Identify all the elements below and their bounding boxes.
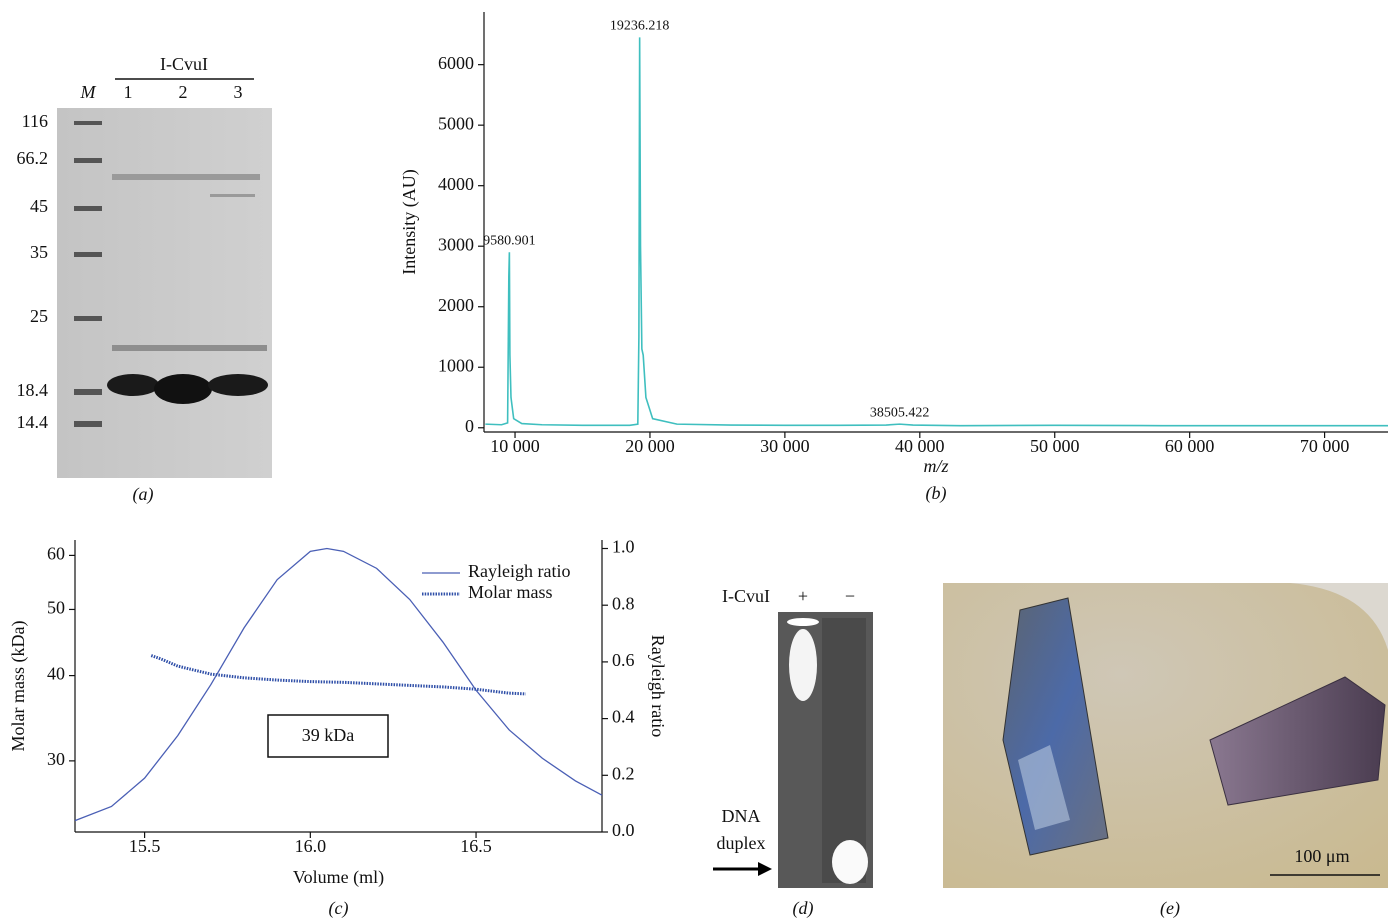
annotation-box <box>267 714 389 758</box>
y-tick-label: 1000 <box>438 355 474 375</box>
y-tick-label: 0 <box>465 416 474 436</box>
lane-label: 3 <box>234 82 243 102</box>
gel <box>57 108 272 478</box>
x-tick-label: 40 000 <box>895 436 945 456</box>
lane-label: M <box>80 82 97 102</box>
caption: (a) <box>133 484 154 505</box>
marker-label: 18.4 <box>17 380 49 400</box>
y-tick-label: 2000 <box>438 295 474 315</box>
arrow-label: duplex <box>717 833 766 853</box>
marker-label: 66.2 <box>17 148 49 168</box>
peak-label: 9580.901 <box>483 233 536 248</box>
lane-label: − <box>845 586 855 606</box>
y2-tick-label: 0.6 <box>612 650 635 670</box>
y-tick-label: 60 <box>47 544 65 564</box>
legend-label: Molar mass <box>468 582 553 602</box>
peak-label: 19236.218 <box>610 19 670 34</box>
y-axis-label: Molar mass (kDa) <box>8 621 29 752</box>
marker-label: 14.4 <box>17 412 49 432</box>
x-tick-label: 60 000 <box>1165 436 1215 456</box>
crystal <box>1209 676 1386 806</box>
panel-d: I-CvuI + − DNA duplex (d) <box>713 586 873 919</box>
marker-label: 35 <box>30 242 48 262</box>
y2-tick-label: 0.2 <box>612 763 635 783</box>
line <box>150 654 526 696</box>
lane-label: 2 <box>179 82 188 102</box>
y-tick-label: 5000 <box>438 113 474 133</box>
gel-bands <box>74 121 268 427</box>
x-axis-label: Volume (ml) <box>293 867 384 888</box>
y-axis-label: Intensity (AU) <box>399 169 420 274</box>
y-tick-label: 3000 <box>438 234 474 254</box>
caption: (c) <box>329 898 349 919</box>
x-tick-label: 20 000 <box>625 436 675 456</box>
arrow-label: DNA <box>722 806 761 826</box>
row-label: I-CvuI <box>722 586 770 606</box>
panel-e: 100 μm (e) <box>943 583 1388 919</box>
arrow-head <box>758 862 772 876</box>
marker-label: 116 <box>22 111 48 131</box>
x-tick-label: 70 000 <box>1300 436 1350 456</box>
y-tick-label: 30 <box>47 749 65 769</box>
line <box>485 37 1388 427</box>
y-tick-label: 4000 <box>438 174 474 194</box>
y2-tick-label: 0.4 <box>612 707 635 727</box>
y2-tick-label: 0.0 <box>612 820 635 840</box>
caption: (e) <box>1160 898 1180 919</box>
x-tick-label: 16.5 <box>460 836 492 856</box>
caption: (d) <box>793 898 814 919</box>
x-tick-label: 15.5 <box>129 836 161 856</box>
x-tick-label: 16.0 <box>295 836 327 856</box>
line <box>74 547 603 822</box>
y2-tick-label: 0.8 <box>612 593 635 613</box>
x-tick-label: 50 000 <box>1030 436 1080 456</box>
y-tick-label: 40 <box>47 664 65 684</box>
legend-label: Rayleigh ratio <box>468 561 570 581</box>
caption: (b) <box>926 483 947 504</box>
x-tick-label: 10 000 <box>490 436 540 456</box>
y-tick-label: 6000 <box>438 53 474 73</box>
chart: 0 1000 2000 3000 4000 5000 6000 10 000 20 000 30 … <box>399 12 1388 504</box>
y-tick-label: 50 <box>47 598 65 618</box>
lane-label: 1 <box>124 82 133 102</box>
panel-a: I-CvuI <box>57 54 272 478</box>
peak-label: 38505.422 <box>870 405 930 420</box>
x-axis-label: m/z <box>923 456 948 476</box>
annotation: 39 kDa <box>302 725 355 745</box>
y2-tick-label: 1.0 <box>612 537 635 557</box>
scale-label: 100 μm <box>1294 846 1349 866</box>
y2-axis-label: Rayleigh ratio <box>648 635 668 737</box>
marker-label: 45 <box>30 196 48 216</box>
x-tick-label: 30 000 <box>760 436 810 456</box>
marker-label: 25 <box>30 306 48 326</box>
chart: 30 40 50 60 0.0 0.2 0.4 0.6 0.8 1.0 15.5 16.0 16.5 Vo… <box>8 537 668 919</box>
lane-label: + <box>798 586 808 606</box>
group-label: I-CvuI <box>160 54 208 74</box>
